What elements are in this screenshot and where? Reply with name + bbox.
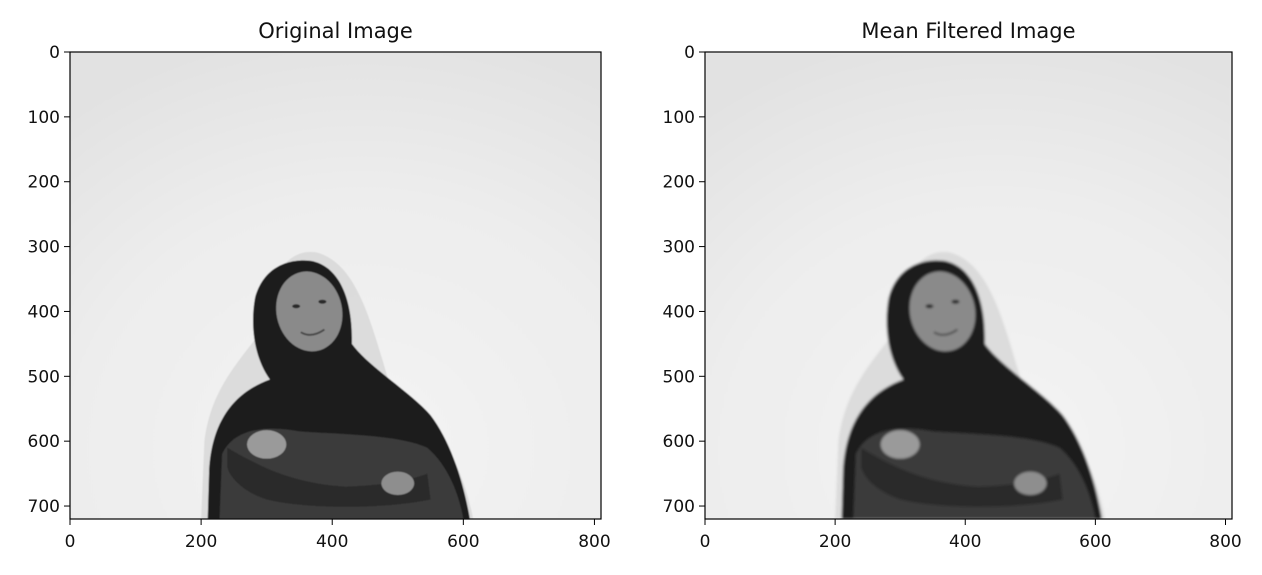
eye	[318, 299, 327, 304]
face	[276, 271, 343, 352]
mouth	[300, 328, 325, 336]
eye	[292, 304, 301, 309]
mouth	[933, 328, 958, 336]
y-tick-label: 200	[663, 173, 695, 193]
x-axis: 0 200 400 600 800	[65, 519, 611, 552]
y-tick-label: 700	[663, 497, 695, 517]
axes-frame	[704, 51, 1233, 520]
hand	[1014, 471, 1047, 496]
hand	[880, 430, 920, 459]
axes-frame	[69, 51, 602, 520]
hand	[246, 430, 287, 459]
y-tick-label: 500	[28, 367, 60, 387]
crossed-arms	[227, 447, 431, 507]
face	[909, 271, 976, 352]
x-tick-label: 800	[578, 532, 610, 552]
crossed-arms	[861, 447, 1063, 507]
y-tick-label: 100	[663, 108, 695, 128]
y-tick-label: 300	[28, 238, 60, 258]
y-tick-label: 0	[684, 43, 695, 63]
x-axis: 0 200 400 600 800	[700, 519, 1242, 552]
y-tick-label: 100	[28, 108, 60, 128]
photo	[705, 52, 1232, 519]
y-tick-label: 400	[663, 302, 695, 322]
panel-mean-filtered: Mean Filtered Image 0 200 400 600 800 0 100 20…	[663, 19, 1242, 552]
eye	[951, 299, 960, 304]
x-tick-label: 400	[949, 532, 981, 552]
hand	[381, 471, 415, 496]
x-tick-label: 0	[65, 532, 76, 552]
x-tick-label: 600	[447, 532, 479, 552]
y-axis: 0 100 200 300 400 500 600 700	[28, 43, 70, 517]
x-tick-label: 200	[819, 532, 851, 552]
panel-title: Original Image	[258, 19, 413, 43]
y-tick-label: 400	[28, 302, 60, 322]
panel-title: Mean Filtered Image	[861, 19, 1075, 43]
image-area	[70, 52, 601, 519]
x-tick-label: 0	[700, 532, 711, 552]
y-tick-label: 700	[28, 497, 60, 517]
panel-original: Original Image 0 200 400 600 800 0 100 200 300 4…	[28, 19, 611, 552]
x-tick-label: 200	[185, 532, 217, 552]
y-tick-label: 500	[663, 367, 695, 387]
eye	[925, 304, 934, 309]
x-tick-label: 800	[1209, 532, 1241, 552]
y-axis: 0 100 200 300 400 500 600 700	[663, 43, 705, 517]
y-tick-label: 300	[663, 238, 695, 258]
image-area	[705, 52, 1232, 519]
y-tick-label: 200	[28, 173, 60, 193]
photo	[70, 52, 601, 519]
y-tick-label: 600	[663, 432, 695, 452]
x-tick-label: 600	[1079, 532, 1111, 552]
x-tick-label: 400	[316, 532, 348, 552]
y-tick-label: 600	[28, 432, 60, 452]
y-tick-label: 0	[49, 43, 60, 63]
